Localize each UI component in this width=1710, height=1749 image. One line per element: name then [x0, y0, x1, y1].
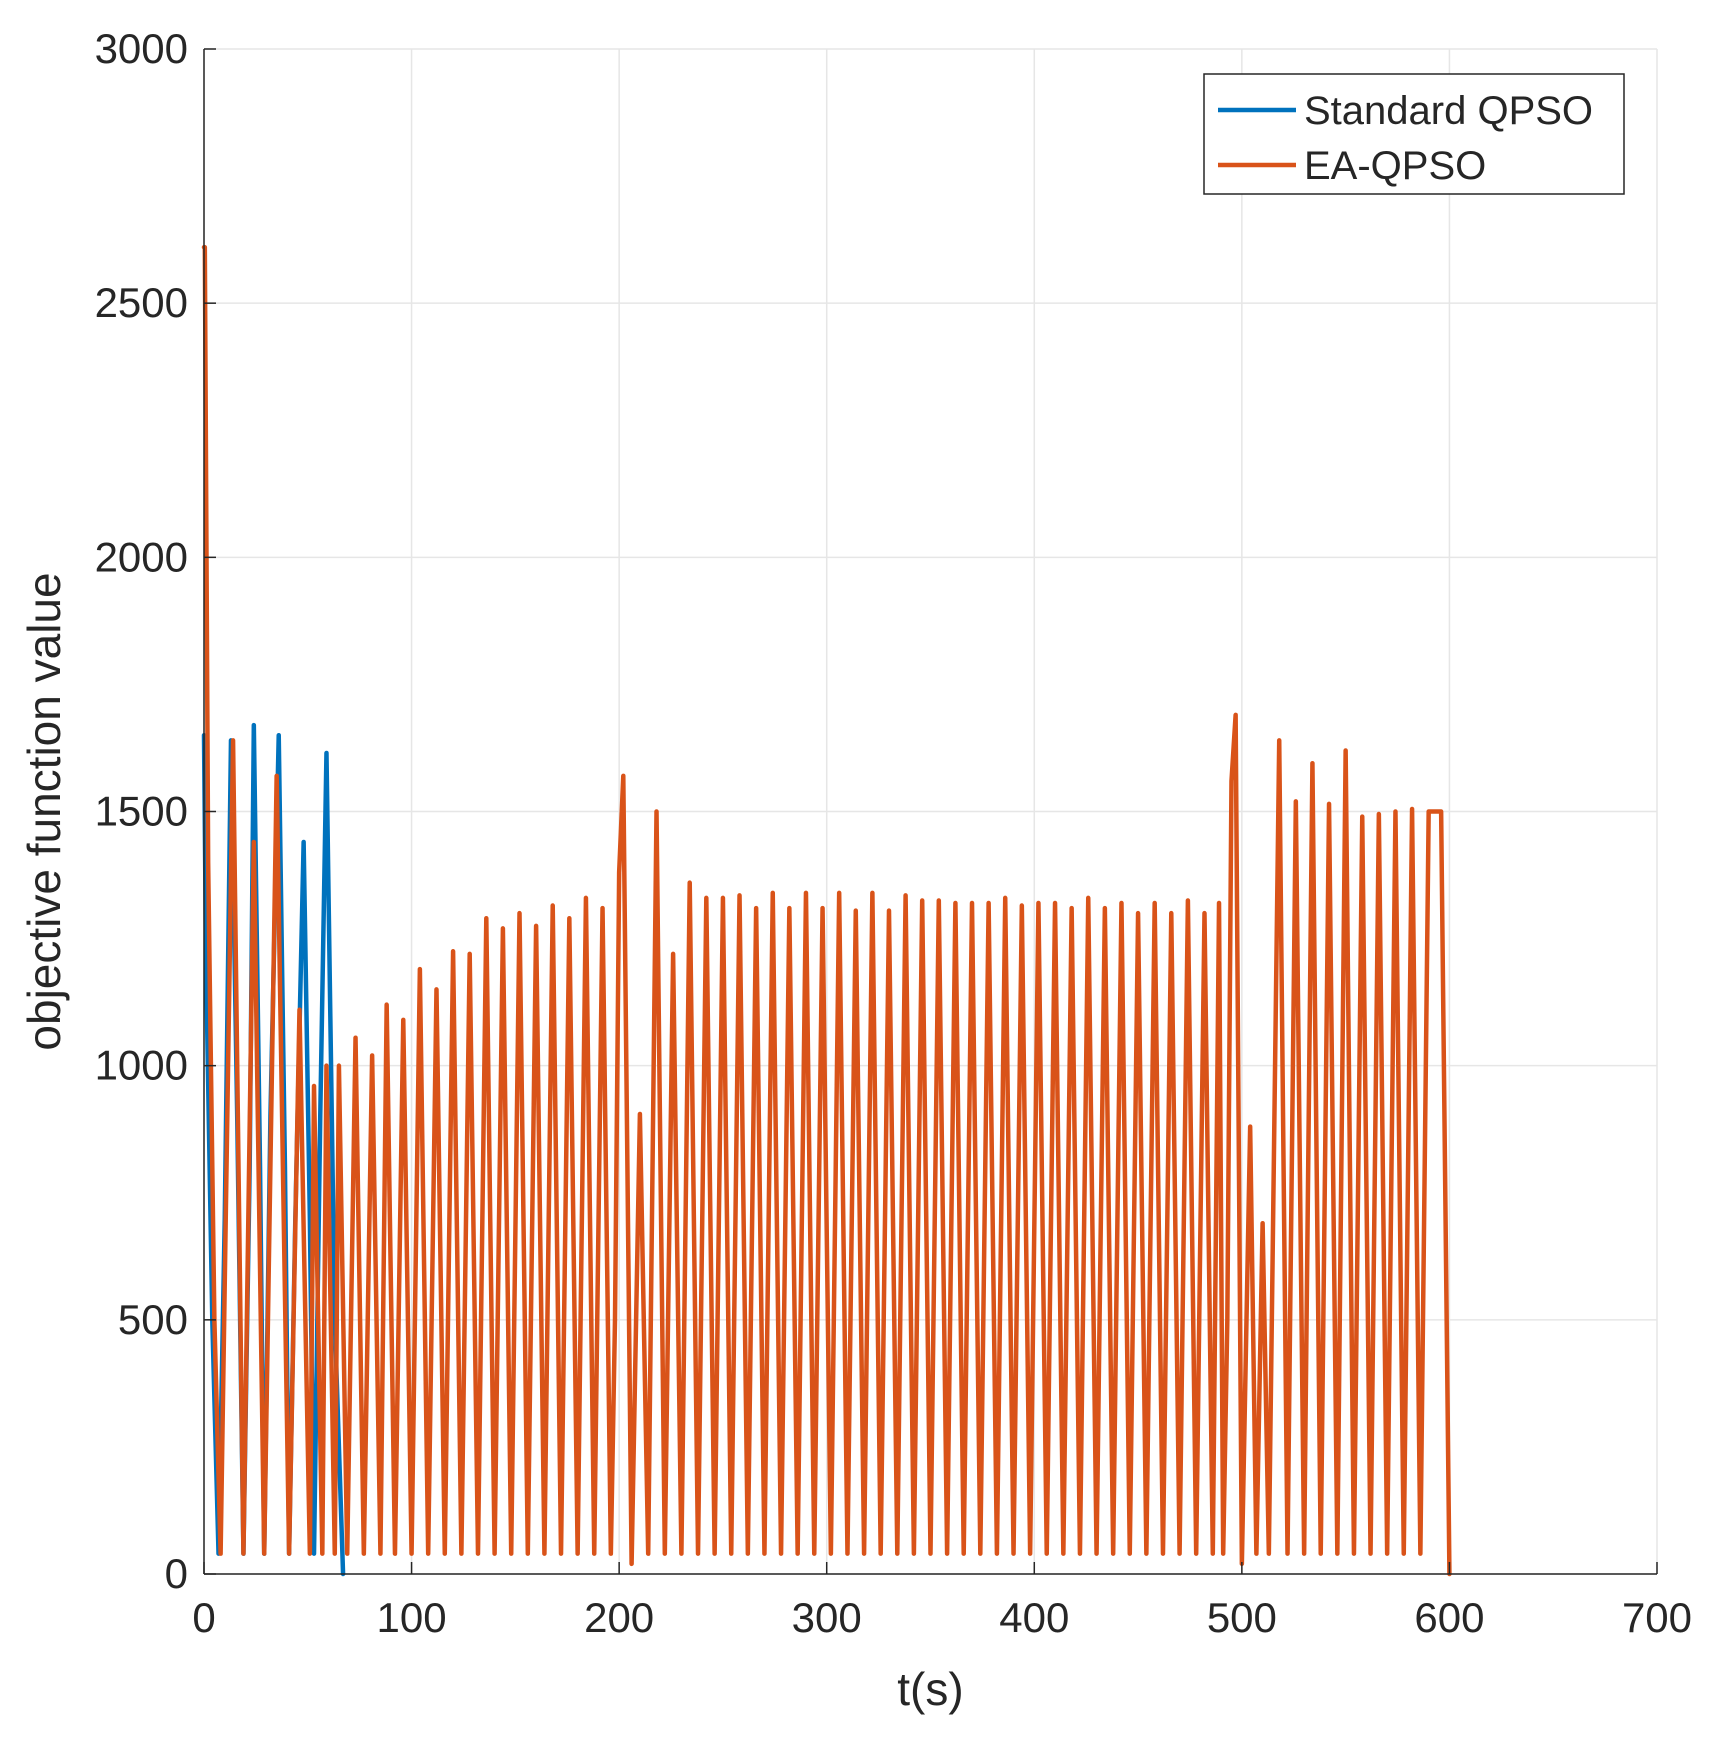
y-tick-label: 1500 — [95, 788, 188, 835]
y-tick-label: 2500 — [95, 279, 188, 326]
y-tick-label: 0 — [165, 1550, 188, 1597]
y-axis-label: objective function value — [18, 572, 70, 1050]
x-tick-label: 100 — [377, 1594, 447, 1641]
x-tick-label: 400 — [999, 1594, 1069, 1641]
x-tick-label: 600 — [1414, 1594, 1484, 1641]
x-axis-label: t(s) — [897, 1663, 963, 1715]
legend-box — [1203, 73, 1625, 195]
legend: Standard QPSO EA-QPSO — [1203, 73, 1625, 195]
axes: 0 100 200 300 400 500 600 700 0 500 1000 1500 2000 25… — [18, 25, 1692, 1715]
grid-lines — [203, 48, 1658, 1575]
y-tick-label: 3000 — [95, 25, 188, 72]
y-tick-label: 500 — [118, 1296, 188, 1343]
x-tick-label: 500 — [1207, 1594, 1277, 1641]
legend-label-ea-qpso: EA-QPSO — [1304, 144, 1486, 188]
y-tick-label: 2000 — [95, 533, 188, 580]
series-line-ea-qpso — [201, 245, 1452, 1577]
x-tick-label: 0 — [192, 1594, 215, 1641]
x-tick-label: 200 — [584, 1594, 654, 1641]
series-layer — [201, 245, 1452, 1577]
x-tick-label: 300 — [792, 1594, 862, 1641]
y-tick-label: 1000 — [95, 1042, 188, 1089]
x-tick-label: 700 — [1622, 1594, 1692, 1641]
legend-label-standard-qpso: Standard QPSO — [1304, 89, 1593, 133]
